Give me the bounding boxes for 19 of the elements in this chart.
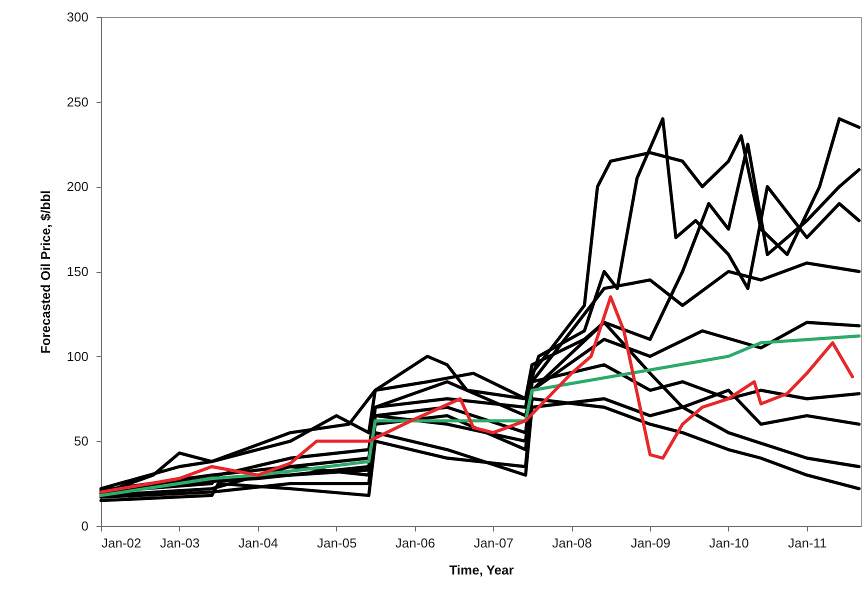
x-axis-title: Time, Year bbox=[449, 562, 514, 578]
x-tick-label: Jan-04 bbox=[238, 536, 278, 550]
x-tick-label: Jan-07 bbox=[474, 536, 514, 550]
y-tick-label: 300 bbox=[66, 10, 88, 24]
x-tick-label: Jan-06 bbox=[395, 536, 436, 550]
y-tick-label: 0 bbox=[81, 518, 88, 534]
x-tick-label: Jan-03 bbox=[160, 536, 200, 550]
x-tick-label: Jan-02 bbox=[102, 536, 142, 550]
y-tick-label: 200 bbox=[66, 179, 88, 194]
y-tick-label: 150 bbox=[66, 264, 88, 279]
x-tick-label: Jan-10 bbox=[709, 536, 749, 550]
y-tick-label: 250 bbox=[66, 94, 88, 110]
x-tick-label: Jan-11 bbox=[788, 536, 827, 550]
y-axis-title: Forecasted Oil Price, $/bbl bbox=[38, 190, 53, 354]
x-tick-label: Jan-09 bbox=[630, 536, 670, 550]
y-tick-label: 50 bbox=[74, 434, 88, 449]
y-tick-label: 100 bbox=[66, 348, 88, 364]
x-tick-label: Jan-08 bbox=[552, 536, 592, 550]
x-tick-label: Jan-05 bbox=[316, 536, 357, 550]
